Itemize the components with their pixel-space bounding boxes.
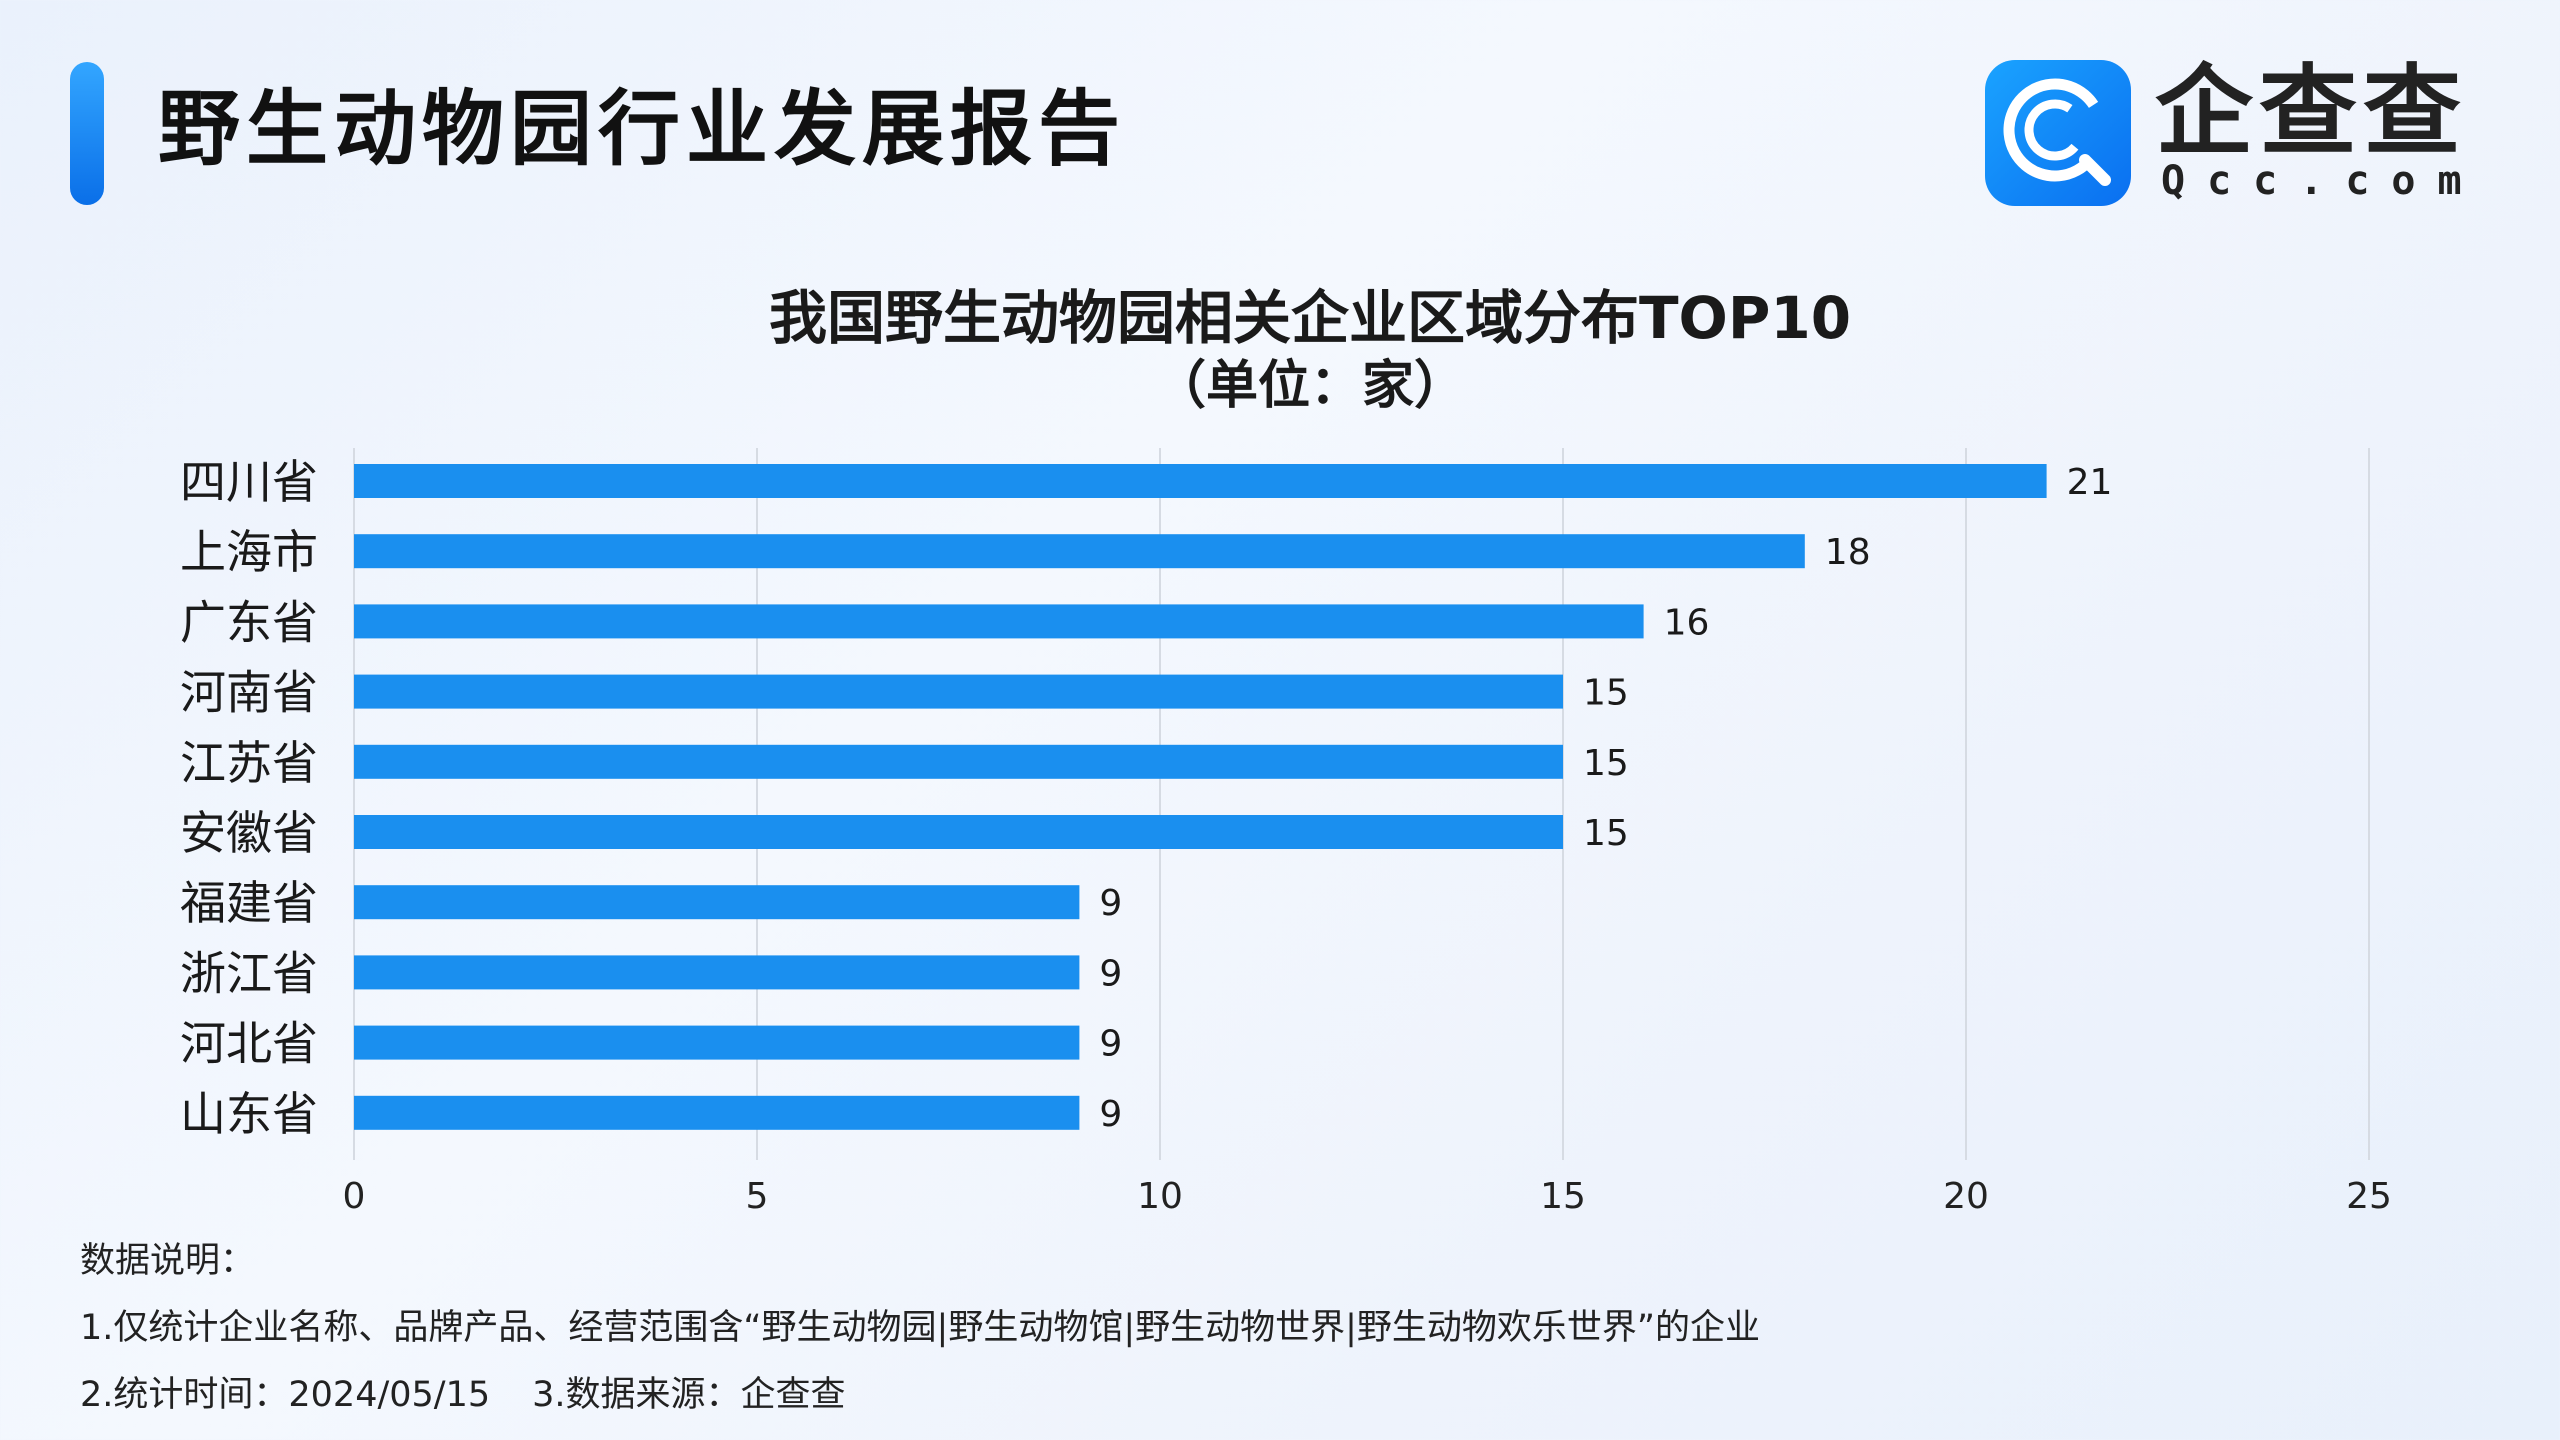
notes-heading: 数据说明： bbox=[80, 1241, 256, 1281]
category-label-4: 江苏省 bbox=[180, 736, 318, 790]
notes-line-2: 2.统计时间：2024/05/15 3.数据来源：企查查 bbox=[80, 1362, 1760, 1429]
title-accent-bar bbox=[70, 62, 104, 205]
bar-0 bbox=[354, 464, 2047, 498]
bar-3 bbox=[354, 674, 1563, 709]
notes-stat-time: 2.统计时间：2024/05/15 bbox=[80, 1375, 491, 1415]
value-label-9: 9 bbox=[1099, 1094, 1122, 1135]
x-tick-label-5: 25 bbox=[2346, 1176, 2392, 1217]
x-tick-label-1: 5 bbox=[746, 1176, 769, 1217]
category-label-8: 河北省 bbox=[180, 1017, 318, 1071]
category-label-3: 河南省 bbox=[180, 666, 318, 720]
report-title: 野生动物园行业发展报告 bbox=[158, 82, 1127, 177]
chart-title: 我国野生动物园相关企业区域分布TOP10 bbox=[768, 284, 1852, 352]
x-tick-label-0: 0 bbox=[343, 1176, 366, 1217]
bar-4 bbox=[354, 744, 1563, 779]
bar-2 bbox=[354, 604, 1644, 639]
value-label-4: 15 bbox=[1583, 743, 1629, 784]
qcc-logo: 企查查 Qcc.com bbox=[1985, 55, 2462, 210]
value-label-6: 9 bbox=[1099, 883, 1122, 924]
qcc-logo-icon bbox=[1985, 60, 2131, 206]
category-label-9: 山东省 bbox=[180, 1087, 318, 1141]
bar-6 bbox=[354, 885, 1080, 920]
bar-5 bbox=[354, 815, 1563, 849]
notes-line-1: 1.仅统计企业名称、品牌产品、经营范围含“野生动物园|野生动物馆|野生动物世界|… bbox=[80, 1308, 1761, 1348]
logo-text-en: Qcc.com bbox=[2161, 158, 2484, 204]
value-label-7: 9 bbox=[1099, 953, 1122, 994]
category-label-1: 上海市 bbox=[180, 525, 318, 579]
bar-8 bbox=[354, 1025, 1080, 1060]
category-label-0: 四川省 bbox=[180, 455, 318, 509]
chart-unit: （单位：家） bbox=[1153, 356, 1466, 416]
category-label-7: 浙江省 bbox=[180, 946, 318, 1000]
value-label-0: 21 bbox=[2067, 462, 2113, 503]
x-tick-label-3: 15 bbox=[1540, 1176, 1586, 1217]
value-label-5: 15 bbox=[1583, 813, 1629, 854]
value-label-8: 9 bbox=[1099, 1024, 1122, 1065]
category-label-5: 安徽省 bbox=[180, 806, 318, 860]
x-tick-label-4: 20 bbox=[1943, 1176, 1989, 1217]
logo-text-cn: 企查查 bbox=[2155, 55, 2468, 169]
value-label-3: 15 bbox=[1583, 673, 1629, 714]
value-label-1: 18 bbox=[1825, 532, 1871, 573]
category-label-6: 福建省 bbox=[180, 876, 318, 930]
x-tick-label-2: 10 bbox=[1137, 1176, 1183, 1217]
notes-source: 3.数据来源：企查查 bbox=[532, 1375, 846, 1415]
data-notes: 数据说明： 1.仅统计企业名称、品牌产品、经营范围含“野生动物园|野生动物馆|野… bbox=[80, 1228, 1760, 1429]
bar-7 bbox=[354, 955, 1080, 990]
bar-chart: 0 5 10 15 20 25 四川省 21 上海市 18 广东省 16 河南省 15 江苏省 15 安徽省 15… bbox=[180, 448, 2392, 1217]
bar-9 bbox=[354, 1095, 1080, 1130]
category-label-2: 广东省 bbox=[180, 595, 318, 649]
value-label-2: 16 bbox=[1664, 602, 1710, 643]
bar-1 bbox=[354, 534, 1805, 569]
